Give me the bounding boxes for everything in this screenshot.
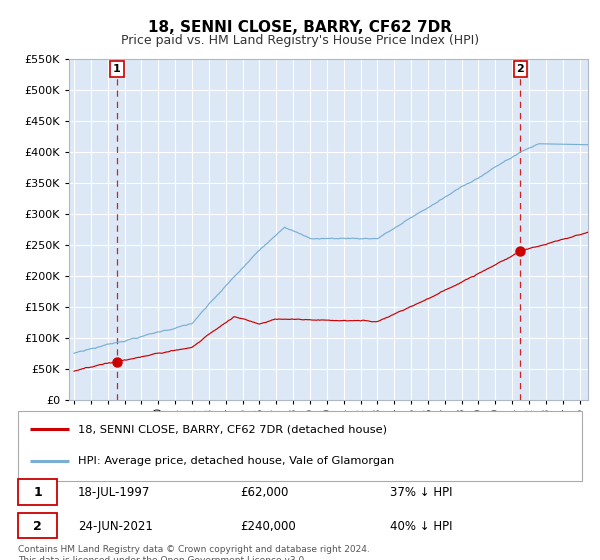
Text: HPI: Average price, detached house, Vale of Glamorgan: HPI: Average price, detached house, Vale… xyxy=(78,456,394,466)
Text: £240,000: £240,000 xyxy=(240,520,296,533)
Text: 2: 2 xyxy=(33,520,42,533)
Text: 1: 1 xyxy=(33,486,42,499)
Text: 18, SENNI CLOSE, BARRY, CF62 7DR: 18, SENNI CLOSE, BARRY, CF62 7DR xyxy=(148,20,452,35)
Text: Contains HM Land Registry data © Crown copyright and database right 2024.
This d: Contains HM Land Registry data © Crown c… xyxy=(18,544,370,560)
Text: £62,000: £62,000 xyxy=(240,486,289,499)
Text: 1: 1 xyxy=(113,64,121,74)
Text: 37% ↓ HPI: 37% ↓ HPI xyxy=(390,486,452,499)
Text: 40% ↓ HPI: 40% ↓ HPI xyxy=(390,520,452,533)
FancyBboxPatch shape xyxy=(18,410,582,482)
FancyBboxPatch shape xyxy=(18,479,57,505)
Text: 18-JUL-1997: 18-JUL-1997 xyxy=(78,486,151,499)
Text: Price paid vs. HM Land Registry's House Price Index (HPI): Price paid vs. HM Land Registry's House … xyxy=(121,34,479,46)
Text: 18, SENNI CLOSE, BARRY, CF62 7DR (detached house): 18, SENNI CLOSE, BARRY, CF62 7DR (detach… xyxy=(78,424,387,434)
Text: 2: 2 xyxy=(517,64,524,74)
FancyBboxPatch shape xyxy=(18,513,57,539)
Text: 24-JUN-2021: 24-JUN-2021 xyxy=(78,520,153,533)
